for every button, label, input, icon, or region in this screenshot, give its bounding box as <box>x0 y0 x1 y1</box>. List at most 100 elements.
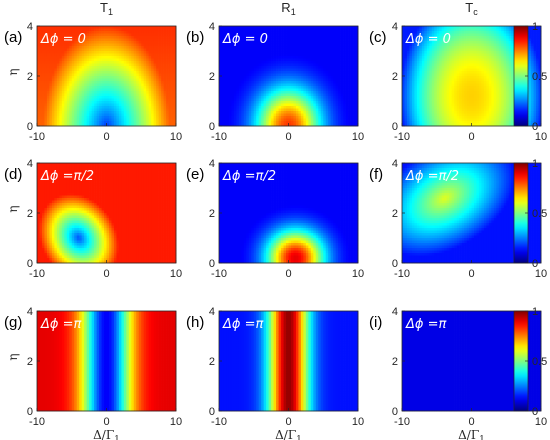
x-tick-label: 10 <box>352 268 364 280</box>
x-tick-label: 0 <box>103 268 109 280</box>
y-tick-label: 2 <box>392 208 398 220</box>
y-tick-label: 0 <box>27 258 33 270</box>
panel-label: (a) <box>4 29 22 46</box>
colorbar-tick-label: 0 <box>532 406 538 418</box>
panel-label: (i) <box>369 314 382 331</box>
heatmap-cells <box>219 26 359 127</box>
heatmap-cells <box>219 163 359 264</box>
y-tick-label: 4 <box>27 306 33 318</box>
x-tick-label: 10 <box>535 131 547 143</box>
phase-annotation: Δϕ =π <box>222 317 263 332</box>
colorbar-tick-label: 0 <box>532 121 538 133</box>
x-tick-label: 0 <box>468 131 474 143</box>
phase-annotation: Δϕ =π/2 <box>222 169 276 184</box>
y-tick-label: 0 <box>209 406 215 418</box>
x-tick-label: 0 <box>468 268 474 280</box>
y-tick-label: 2 <box>27 356 33 368</box>
y-tick-label: 2 <box>392 71 398 83</box>
y-tick-label: 2 <box>209 71 215 83</box>
phase-annotation: Δϕ =π/2 <box>40 169 94 184</box>
heatmap-cells <box>402 311 542 412</box>
y-axis-label: η <box>6 68 20 75</box>
phase-annotation: Δϕ =π <box>405 317 446 332</box>
panel-label: (d) <box>4 166 22 183</box>
colorbar-tick-label: 0.5 <box>532 208 547 220</box>
x-axis-label: Δ/Γ1 <box>458 428 485 440</box>
colorbar: 00.51 <box>513 306 547 418</box>
x-tick-label: 10 <box>170 131 182 143</box>
y-tick-label: 0 <box>392 258 398 270</box>
y-tick-label: 0 <box>392 121 398 133</box>
phase-annotation: Δϕ = 0 <box>222 32 268 47</box>
y-tick-label: 2 <box>27 71 33 83</box>
x-tick-label: 0 <box>285 416 291 428</box>
x-tick-label: 10 <box>352 131 364 143</box>
heatmap-cells <box>37 163 177 264</box>
phase-annotation: Δϕ =π/2 <box>405 169 459 184</box>
phase-annotation: Δϕ = 0 <box>405 32 451 47</box>
x-tick-label: -10 <box>211 268 227 280</box>
x-tick-label: -10 <box>29 131 45 143</box>
x-tick-label: 10 <box>170 268 182 280</box>
heatmap-cells <box>37 26 177 127</box>
y-tick-label: 0 <box>27 121 33 133</box>
phase-annotation: Δϕ =π <box>40 317 81 332</box>
x-tick-label: -10 <box>211 416 227 428</box>
column-title: T1 <box>100 0 113 17</box>
x-tick-label: 10 <box>170 416 182 428</box>
colorbar-tick-label: 1 <box>532 306 538 318</box>
y-axis-label: η <box>6 353 20 360</box>
y-tick-label: 2 <box>209 356 215 368</box>
colorbar-tick-label: 0.5 <box>532 71 547 83</box>
y-tick-label: 4 <box>209 158 215 170</box>
x-tick-label: -10 <box>394 268 410 280</box>
y-tick-label: 2 <box>392 356 398 368</box>
heatmap-cells <box>37 311 177 412</box>
panel-label: (b) <box>186 29 204 46</box>
heatmap-cells <box>219 311 359 412</box>
y-tick-label: 0 <box>209 258 215 270</box>
y-axis-label: η <box>6 205 20 212</box>
panel-label: (g) <box>4 314 22 331</box>
y-tick-label: 2 <box>209 208 215 220</box>
x-tick-label: -10 <box>29 268 45 280</box>
colorbar-tick-label: 1 <box>532 21 538 33</box>
colorbar-tick-label: 0.5 <box>532 356 547 368</box>
x-tick-label: -10 <box>394 416 410 428</box>
x-axis-label: Δ/Γ1 <box>93 428 120 440</box>
y-tick-label: 4 <box>392 158 398 170</box>
colorbar: 00.51 <box>513 158 547 270</box>
y-tick-label: 0 <box>392 406 398 418</box>
y-tick-label: 4 <box>209 306 215 318</box>
y-tick-label: 4 <box>392 21 398 33</box>
x-tick-label: -10 <box>29 416 45 428</box>
x-tick-label: 10 <box>352 416 364 428</box>
y-tick-label: 4 <box>27 21 33 33</box>
x-axis-label: Δ/Γ1 <box>275 428 302 440</box>
x-tick-label: 10 <box>535 416 547 428</box>
y-tick-label: 0 <box>209 121 215 133</box>
x-tick-label: 0 <box>285 268 291 280</box>
colorbar: 00.51 <box>513 21 547 133</box>
colorbar-tick-label: 1 <box>532 158 538 170</box>
x-tick-label: 0 <box>285 131 291 143</box>
y-tick-label: 4 <box>209 21 215 33</box>
x-tick-label: 10 <box>535 268 547 280</box>
y-tick-label: 0 <box>27 406 33 418</box>
x-tick-label: -10 <box>211 131 227 143</box>
panel-label: (c) <box>369 29 387 46</box>
column-title: R1 <box>281 0 295 17</box>
panel-label: (f) <box>369 166 383 183</box>
x-tick-label: 0 <box>103 131 109 143</box>
x-tick-label: -10 <box>394 131 410 143</box>
